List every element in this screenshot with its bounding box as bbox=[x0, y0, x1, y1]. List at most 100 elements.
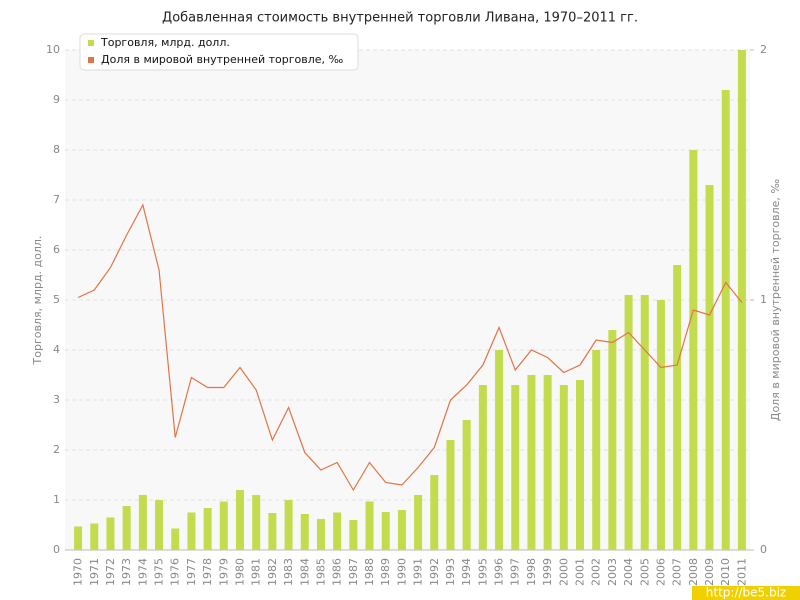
x-tick-label: 2006 bbox=[654, 558, 667, 586]
bar bbox=[171, 528, 180, 550]
bar bbox=[365, 501, 374, 550]
legend-swatch bbox=[88, 57, 94, 63]
bar bbox=[381, 512, 390, 550]
y-tick-label: 7 bbox=[53, 193, 60, 206]
x-tick-label: 1991 bbox=[412, 558, 425, 586]
x-tick-label: 1990 bbox=[395, 558, 408, 586]
bar bbox=[397, 510, 406, 550]
bar bbox=[106, 517, 115, 550]
bar bbox=[737, 50, 746, 550]
bar bbox=[656, 300, 665, 550]
x-tick-label: 1986 bbox=[331, 558, 344, 586]
bar bbox=[624, 295, 633, 550]
legend-swatch bbox=[88, 40, 94, 46]
bar bbox=[559, 385, 568, 550]
y-tick-label: 8 bbox=[53, 143, 60, 156]
bar bbox=[430, 475, 439, 550]
x-tick-label: 2011 bbox=[735, 558, 748, 586]
bar bbox=[543, 375, 552, 550]
x-tick-label: 1980 bbox=[234, 558, 247, 586]
x-tick-label: 1989 bbox=[379, 558, 392, 586]
bar bbox=[511, 385, 520, 550]
x-tick-label: 1973 bbox=[120, 558, 133, 586]
bar bbox=[673, 265, 682, 550]
x-tick-label: 2004 bbox=[622, 558, 635, 586]
bar bbox=[155, 500, 164, 550]
bar bbox=[122, 506, 131, 550]
y2-tick-label: 1 bbox=[760, 293, 767, 306]
bar bbox=[268, 513, 277, 550]
x-tick-label: 1984 bbox=[298, 558, 311, 586]
bar bbox=[138, 495, 147, 550]
y-tick-label: 10 bbox=[46, 43, 60, 56]
bar bbox=[74, 526, 83, 550]
x-tick-label: 2003 bbox=[606, 558, 619, 586]
bar bbox=[446, 440, 455, 550]
bar bbox=[592, 350, 601, 550]
y-tick-label: 4 bbox=[53, 343, 60, 356]
bar bbox=[316, 519, 325, 550]
x-tick-label: 1982 bbox=[266, 558, 279, 586]
bar bbox=[608, 330, 617, 550]
x-tick-label: 2002 bbox=[590, 558, 603, 586]
bar bbox=[705, 185, 714, 550]
x-tick-label: 1972 bbox=[104, 558, 117, 586]
y-tick-label: 6 bbox=[53, 243, 60, 256]
x-tick-label: 1992 bbox=[428, 558, 441, 586]
x-tick-label: 1985 bbox=[314, 558, 327, 586]
bar bbox=[219, 501, 228, 550]
bar bbox=[349, 520, 358, 550]
bar bbox=[495, 350, 504, 550]
bar bbox=[478, 385, 487, 550]
bar bbox=[462, 420, 471, 550]
x-tick-label: 1981 bbox=[250, 558, 263, 586]
x-tick-label: 1996 bbox=[493, 558, 506, 586]
x-tick-label: 1979 bbox=[217, 558, 230, 586]
bar bbox=[640, 295, 649, 550]
y2-tick-label: 0 bbox=[760, 543, 767, 556]
watermark-bg bbox=[692, 586, 800, 600]
x-tick-label: 2007 bbox=[671, 558, 684, 586]
y-tick-label: 9 bbox=[53, 93, 60, 106]
x-tick-label: 2005 bbox=[638, 558, 651, 586]
bar bbox=[90, 523, 99, 550]
bar bbox=[527, 375, 536, 550]
x-tick-label: 1993 bbox=[444, 558, 457, 586]
x-tick-label: 1975 bbox=[153, 558, 166, 586]
x-tick-label: 1999 bbox=[541, 558, 554, 586]
bar bbox=[576, 380, 584, 550]
x-tick-label: 2008 bbox=[687, 558, 700, 586]
bar bbox=[333, 512, 342, 550]
legend-label: Доля в мировой внутренней торговле, ‰ bbox=[101, 53, 344, 66]
x-tick-label: 1976 bbox=[169, 558, 182, 586]
watermark: http://be5.biz bbox=[706, 586, 786, 600]
x-tick-label: 1978 bbox=[201, 558, 214, 586]
y-tick-label: 3 bbox=[53, 393, 60, 406]
bar bbox=[187, 512, 196, 550]
y-tick-label: 0 bbox=[53, 543, 60, 556]
bar bbox=[236, 490, 244, 550]
bar bbox=[300, 514, 309, 550]
x-tick-label: 2010 bbox=[719, 558, 732, 586]
bar bbox=[414, 495, 423, 550]
x-tick-label: 1983 bbox=[282, 558, 295, 586]
legend: Торговля, млрд. долл. Доля в мировой внут… bbox=[79, 33, 359, 71]
x-tick-label: 1988 bbox=[363, 558, 376, 586]
y-axis-label: Торговля, млрд. долл. bbox=[31, 236, 44, 366]
y-tick-label: 1 bbox=[53, 493, 60, 506]
bar bbox=[721, 90, 730, 550]
x-tick-label: 1977 bbox=[185, 558, 198, 586]
bar bbox=[689, 150, 698, 550]
bar bbox=[284, 500, 293, 550]
x-tick-label: 2009 bbox=[703, 558, 716, 586]
line bbox=[77, 203, 743, 492]
x-tick-label: 1994 bbox=[460, 558, 473, 586]
y-tick-label: 2 bbox=[53, 443, 60, 456]
x-tick-label: 1997 bbox=[509, 558, 522, 586]
x-tick-label: 1987 bbox=[347, 558, 360, 586]
legend-box bbox=[79, 33, 359, 71]
x-tick-label: 1974 bbox=[136, 558, 149, 586]
x-tick-label: 2001 bbox=[574, 558, 587, 586]
y-tick-label: 5 bbox=[53, 293, 60, 306]
